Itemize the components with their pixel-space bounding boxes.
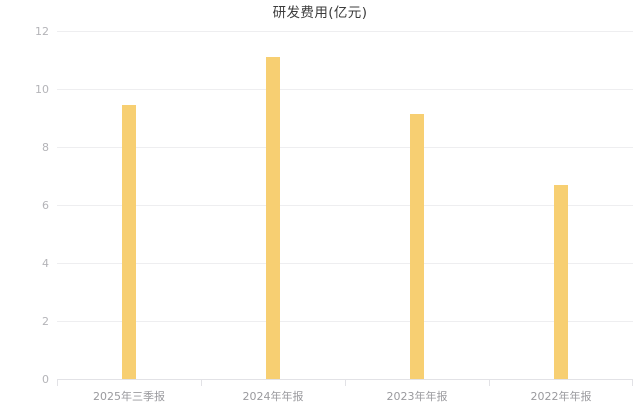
- x-axis-category-label: 2023年年报: [345, 380, 489, 411]
- y-axis-tick-label: 12: [35, 25, 49, 38]
- grid-line: [57, 31, 633, 32]
- plot-area: [57, 31, 633, 380]
- y-axis-tick-label: 10: [35, 83, 49, 96]
- grid-line: [57, 89, 633, 90]
- bar-slot: [201, 31, 345, 379]
- x-axis-category-label: 2022年年报: [489, 380, 633, 411]
- bar[interactable]: [122, 104, 136, 379]
- grid-line: [57, 147, 633, 148]
- y-axis-tick-label: 0: [42, 373, 49, 386]
- grid-line: [57, 205, 633, 206]
- x-axis-categories: 2025年三季报 2024年年报 2023年年报 2022年年报: [57, 380, 633, 411]
- bar[interactable]: [266, 57, 280, 379]
- x-axis-category-label: 2025年三季报: [57, 380, 201, 411]
- bar[interactable]: [410, 113, 424, 379]
- bar-slot: [57, 31, 201, 379]
- y-axis-tick-label: 8: [42, 141, 49, 154]
- y-axis-tick-label: 2: [42, 315, 49, 328]
- x-axis-line: [57, 379, 633, 380]
- y-axis-tick-label: 6: [42, 199, 49, 212]
- grid-line: [57, 263, 633, 264]
- chart-title: 研发费用(亿元): [272, 5, 368, 21]
- grid-line: [57, 321, 633, 322]
- y-axis-tick-label: 4: [42, 257, 49, 270]
- x-axis-category-label: 2024年年报: [201, 380, 345, 411]
- bar-slot: [489, 31, 633, 379]
- bar-slot: [345, 31, 489, 379]
- bar[interactable]: [554, 184, 568, 379]
